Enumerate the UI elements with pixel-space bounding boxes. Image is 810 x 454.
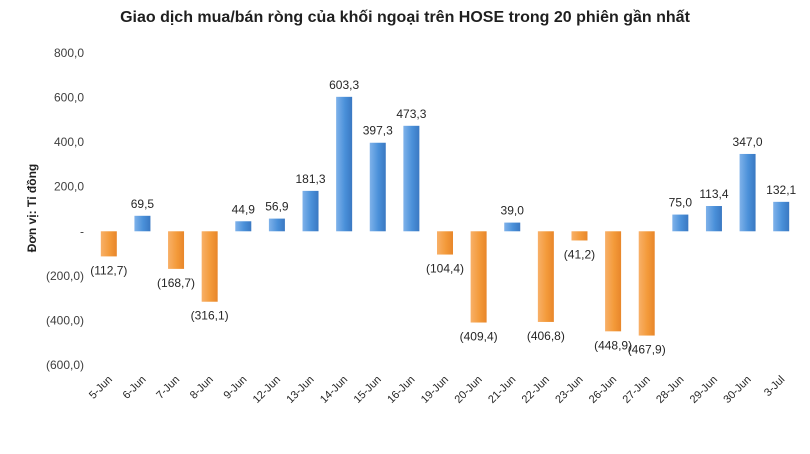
data-labels-group: (112,7) 69,5 (168,7) (316,1) 44,9 56,9 181,3 60… xyxy=(90,78,796,357)
chart-title: Giao dịch mua/bán ròng của khối ngoại tr… xyxy=(120,9,690,26)
y-tick-label: (600,0) xyxy=(46,358,84,372)
y-tick-label: 800,0 xyxy=(54,46,84,60)
y-axis-label: Đơn vị: Tỉ đồng xyxy=(25,164,39,253)
x-tick-label: 26-Jun xyxy=(587,374,619,406)
data-label: (448,9) xyxy=(594,338,632,352)
data-label: 347,0 xyxy=(733,135,763,149)
x-tick-label: 6-Jun xyxy=(121,374,149,402)
y-tick-label: 200,0 xyxy=(54,180,84,194)
bar-22-Jun xyxy=(537,231,554,322)
data-label: 181,3 xyxy=(296,172,326,186)
bar-23-Jun xyxy=(571,231,588,241)
bar-5-Jun xyxy=(100,231,117,257)
x-axis-ticks: 5-Jun 6-Jun 7-Jun 8-Jun 9-Jun 12-Jun 13-Jun 14-… xyxy=(87,374,787,406)
bar-30-Jun xyxy=(739,153,756,232)
bar-20-Jun xyxy=(470,231,487,323)
x-tick-label: 9-Jun xyxy=(221,374,249,402)
bar-29-Jun xyxy=(705,206,722,232)
bar-8-Jun xyxy=(201,231,218,302)
data-label: (104,4) xyxy=(426,262,464,276)
data-label: (406,8) xyxy=(527,329,565,343)
x-tick-label: 21-Jun xyxy=(486,374,518,406)
x-tick-label: 22-Jun xyxy=(520,374,552,406)
y-tick-label: - xyxy=(80,224,84,238)
data-label: 132,1 xyxy=(766,183,796,197)
bar-9-Jun xyxy=(235,221,252,232)
x-tick-label: 29-Jun xyxy=(688,374,720,406)
data-label: 56,9 xyxy=(265,200,289,214)
x-tick-label: 8-Jun xyxy=(188,374,216,402)
data-label: 44,9 xyxy=(232,202,256,216)
bar-19-Jun xyxy=(437,231,453,255)
data-label: 75,0 xyxy=(669,196,693,210)
bar-13-Jun xyxy=(302,190,319,232)
bar-27-Jun xyxy=(638,231,655,336)
x-tick-label: 20-Jun xyxy=(452,374,484,406)
data-label: (467,9) xyxy=(628,343,666,357)
x-tick-label: 28-Jun xyxy=(654,374,686,406)
y-axis-ticks: 800,0 600,0 400,0 200,0 - (200,0) (400,0) (600,… xyxy=(46,46,84,372)
x-tick-label: 23-Jun xyxy=(553,374,585,406)
data-label: 603,3 xyxy=(329,78,359,92)
data-label: 473,3 xyxy=(396,107,426,121)
x-tick-label: 12-Jun xyxy=(251,374,283,406)
data-label: (409,4) xyxy=(460,330,498,344)
x-tick-label: 7-Jun xyxy=(154,374,182,402)
data-label: (316,1) xyxy=(191,309,229,323)
x-tick-label: 19-Jun xyxy=(419,374,451,406)
y-tick-label: (200,0) xyxy=(46,269,84,283)
data-label: 113,4 xyxy=(699,187,728,201)
data-label: (41,2) xyxy=(564,247,595,261)
bars-group xyxy=(100,96,790,336)
x-tick-label: 16-Jun xyxy=(385,374,417,406)
data-label: 397,3 xyxy=(363,124,393,138)
x-tick-label: 5-Jun xyxy=(87,374,115,402)
y-tick-label: (400,0) xyxy=(46,313,84,327)
data-label: (112,7) xyxy=(90,263,127,277)
data-label: 69,5 xyxy=(131,197,155,211)
bar-28-Jun xyxy=(672,214,689,232)
bar-21-Jun xyxy=(504,222,521,232)
x-tick-label: 13-Jun xyxy=(284,374,316,406)
x-tick-label: 15-Jun xyxy=(352,374,384,406)
data-label: 39,0 xyxy=(501,204,525,218)
bar-6-Jun xyxy=(134,215,151,232)
x-tick-label: 3-Jul xyxy=(762,374,787,399)
bar-26-Jun xyxy=(605,231,622,332)
data-label: (168,7) xyxy=(157,276,195,290)
bar-3-Jul xyxy=(773,201,790,232)
x-tick-label: 27-Jun xyxy=(621,374,653,406)
bar-16-Jun xyxy=(403,125,420,232)
bar-15-Jun xyxy=(369,142,386,232)
bar-7-Jun xyxy=(168,231,185,269)
y-tick-label: 400,0 xyxy=(54,135,84,149)
bar-12-Jun xyxy=(268,218,285,232)
bar-14-Jun xyxy=(336,96,353,232)
x-tick-label: 14-Jun xyxy=(318,374,350,406)
x-tick-label: 30-Jun xyxy=(721,374,753,406)
y-tick-label: 600,0 xyxy=(54,91,84,105)
